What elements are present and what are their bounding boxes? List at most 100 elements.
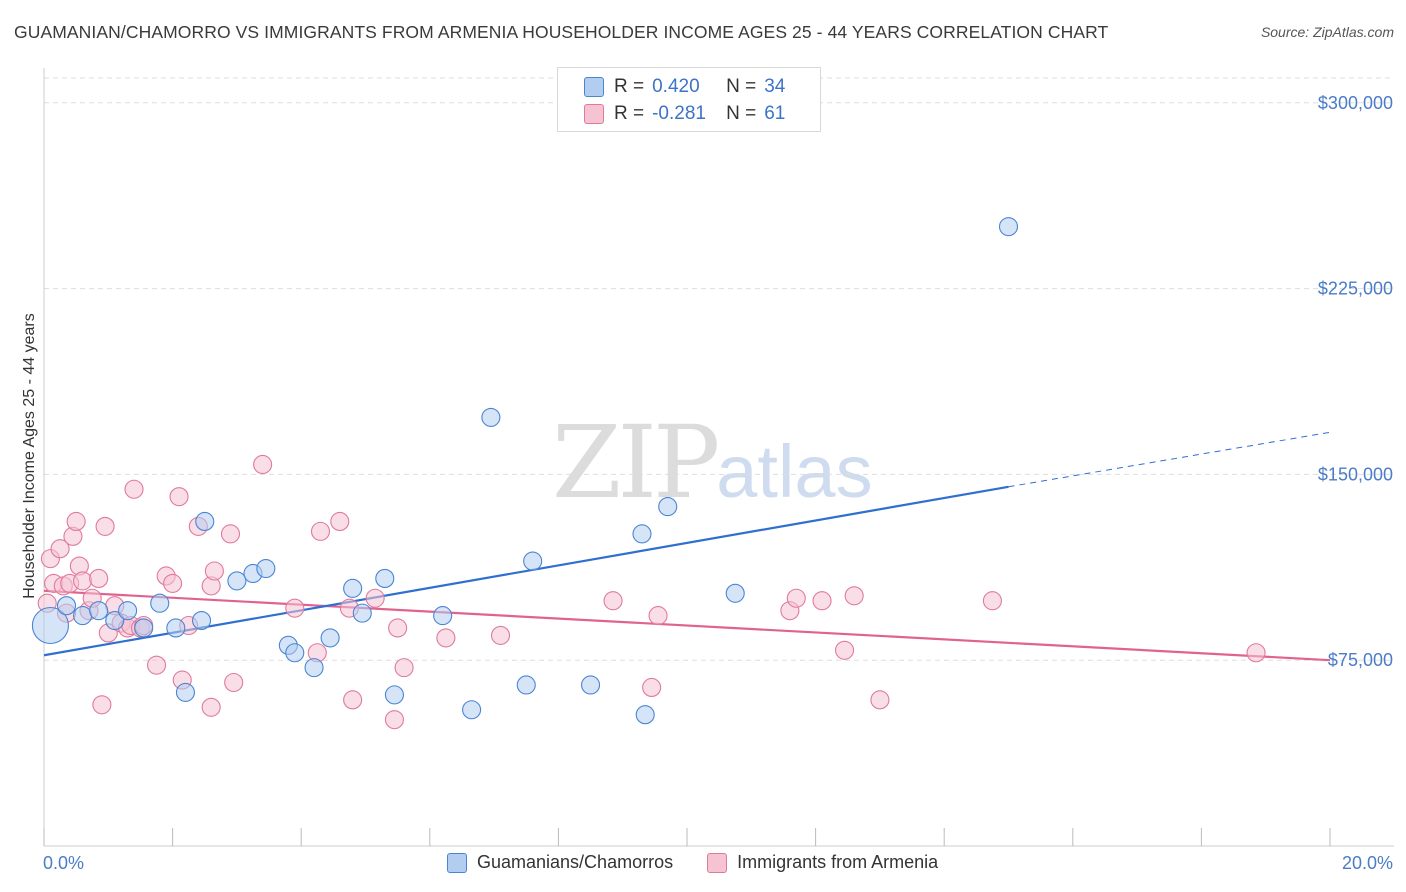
y-tick-label: $75,000: [1328, 650, 1393, 670]
data-point-armenia: [224, 672, 244, 693]
data-point-guamanians: [462, 700, 482, 720]
data-point-guamanians: [384, 685, 404, 705]
data-point-guamanians: [523, 551, 543, 571]
data-point-armenia: [642, 677, 662, 697]
data-point-armenia: [384, 710, 404, 730]
legend-item-guamanians: Guamanians/Chamorros: [447, 852, 673, 873]
legend-row-pink: R = -0.281 N = 61: [584, 102, 785, 126]
data-point-guamanians: [998, 217, 1019, 237]
data-point-armenia: [490, 625, 511, 645]
chart-title: GUAMANIAN/CHAMORRO VS IMMIGRANTS FROM AR…: [14, 22, 1109, 42]
data-point-armenia: [786, 588, 806, 608]
watermark-atlas: atlas: [716, 430, 873, 513]
legend-r-label: R =: [614, 76, 645, 97]
data-point-armenia: [844, 586, 864, 606]
data-point-guamanians: [175, 682, 196, 702]
data-point-armenia: [436, 628, 456, 648]
x-tick-label: 20.0%: [1342, 853, 1393, 873]
data-point-armenia: [603, 591, 623, 611]
source-label: Source: ZipAtlas.com: [1260, 24, 1394, 40]
data-point-guamanians: [343, 578, 363, 598]
data-point-armenia: [95, 516, 115, 536]
data-point-guamanians: [166, 618, 186, 638]
data-point-guamanians: [227, 571, 247, 591]
y-tick-label: $225,000: [1318, 279, 1393, 299]
data-point-guamanians: [632, 524, 652, 544]
watermark: ZIPatlas: [552, 404, 873, 521]
data-point-armenia: [870, 690, 890, 710]
data-point-guamanians: [516, 675, 536, 695]
trend-line-armenia: [43, 589, 1331, 662]
data-point-armenia: [330, 511, 350, 532]
y-tick-label: $300,000: [1318, 93, 1393, 113]
data-point-armenia: [220, 524, 241, 544]
data-point-guamanians: [56, 596, 77, 616]
legend-row-blue: R = 0.420 N = 34: [584, 75, 785, 99]
series-guamanians-chamorros: [31, 217, 1019, 725]
data-point-guamanians: [150, 593, 170, 613]
legend-n-label: N =: [726, 76, 757, 97]
data-point-guamanians: [105, 611, 125, 631]
legend-n-value: 61: [764, 103, 786, 124]
data-point-armenia: [92, 695, 112, 715]
data-point-armenia: [201, 697, 221, 717]
data-point-armenia: [169, 487, 189, 507]
data-point-guamanians: [195, 511, 215, 532]
legend-r-value: 0.420: [652, 76, 700, 97]
data-point-guamanians: [635, 705, 655, 725]
data-point-armenia: [982, 591, 1002, 611]
data-point-guamanians: [191, 611, 212, 631]
data-point-armenia: [204, 561, 224, 581]
data-point-armenia: [812, 591, 832, 611]
x-tick-label: 0.0%: [43, 853, 84, 873]
legend-r-label: R =: [614, 103, 645, 124]
correlation-legend: R = 0.420 N = 34 R = -0.281 N = 61: [557, 67, 821, 132]
data-point-armenia: [285, 598, 305, 618]
data-point-armenia: [73, 571, 93, 591]
legend-item-armenia: Immigrants from Armenia: [707, 852, 938, 873]
data-point-armenia: [388, 618, 408, 638]
data-point-armenia: [146, 655, 167, 675]
data-point-armenia: [1246, 643, 1266, 663]
data-point-armenia: [89, 568, 109, 588]
trend-line-guamanians-extension: [1008, 431, 1331, 488]
data-point-armenia: [365, 588, 385, 608]
trend-lines: [43, 431, 1331, 662]
legend-label: Guamanians/Chamorros: [477, 852, 674, 872]
data-point-armenia: [343, 690, 363, 710]
series-immigrants-from-armenia: [37, 454, 1266, 730]
tick-labels: $75,000 $150,000 $225,000 $300,000 0.0% 20.0%: [43, 93, 1393, 873]
data-point-guamanians: [89, 601, 109, 621]
data-point-guamanians: [134, 618, 154, 638]
data-point-armenia: [253, 454, 273, 475]
data-point-guamanians: [375, 568, 395, 588]
data-point-guamanians: [285, 643, 305, 663]
data-point-armenia: [50, 539, 70, 559]
data-point-armenia: [834, 640, 855, 660]
data-point-guamanians: [481, 407, 501, 427]
data-point-guamanians: [658, 497, 678, 517]
data-point-guamanians: [31, 606, 69, 645]
legend-label: Immigrants from Armenia: [737, 852, 939, 872]
legend-r-value: -0.281: [652, 103, 706, 124]
data-point-armenia: [394, 658, 414, 678]
data-point-guamanians: [256, 558, 276, 579]
data-point-armenia: [310, 521, 331, 541]
legend-swatch-pink: [584, 104, 604, 124]
y-tick-label: $150,000: [1318, 464, 1393, 484]
data-point-guamanians: [118, 601, 138, 621]
data-point-armenia: [163, 573, 183, 593]
data-point-armenia: [66, 511, 86, 532]
data-point-armenia: [648, 606, 668, 626]
data-point-armenia: [124, 479, 144, 499]
y-axis-label: Householder Income Ages 25 - 44 years: [21, 313, 38, 599]
legend-swatch-pink: [707, 852, 728, 873]
data-point-guamanians: [304, 658, 324, 678]
legend-n-value: 34: [764, 76, 786, 97]
legend-swatch-blue: [584, 77, 604, 97]
axes: [43, 68, 1394, 847]
data-point-guamanians: [352, 603, 372, 623]
data-point-guamanians: [73, 606, 93, 626]
legend-n-label: N =: [726, 103, 757, 124]
